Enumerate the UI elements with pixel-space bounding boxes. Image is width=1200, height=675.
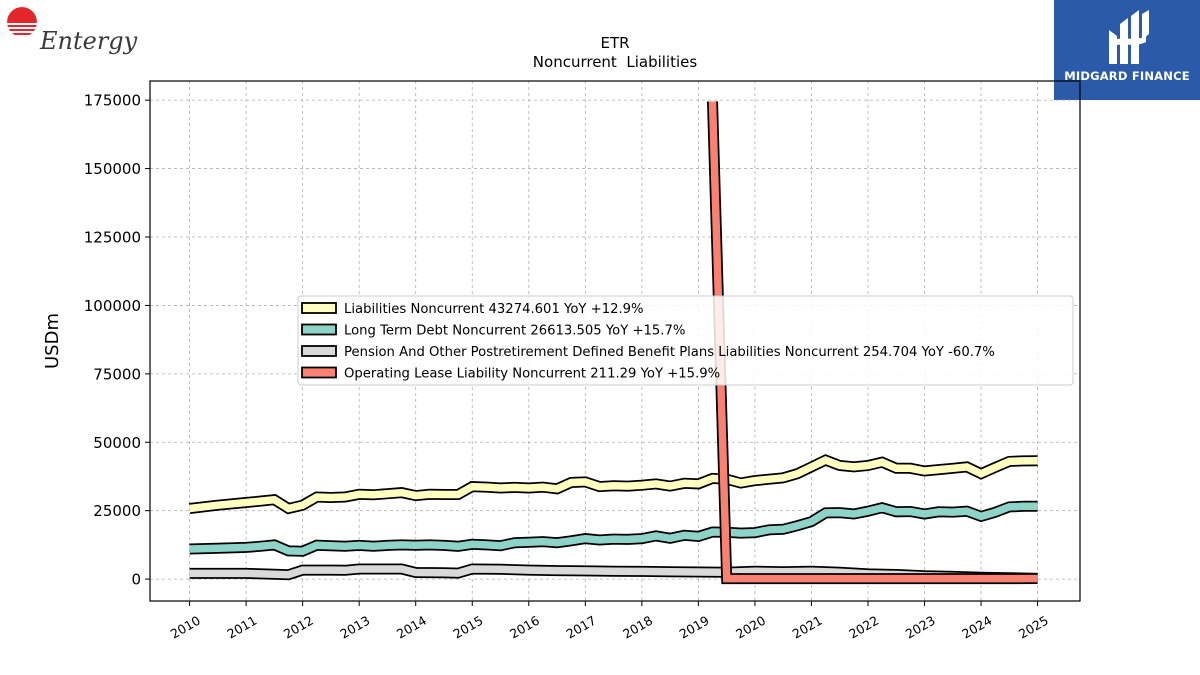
series-line-4: [707, 101, 1038, 585]
y-tick-label: 175000: [84, 92, 141, 110]
plot-area-frame: [149, 80, 1081, 602]
legend-swatch: [301, 366, 337, 379]
x-tick-label: 2015: [450, 613, 485, 642]
x-tick-label: 2018: [620, 613, 655, 642]
x-tick-label: 2022: [846, 613, 881, 642]
entergy-logo: Entergy: [7, 7, 138, 55]
legend-label: Pension And Other Postretirement Defined…: [344, 345, 995, 360]
x-tick-label: 2019: [677, 613, 712, 642]
x-tick-label: 2012: [281, 613, 316, 642]
x-tick-label: 2013: [337, 613, 372, 642]
midgard-emblem-icon: [1109, 10, 1149, 64]
entergy-logo-text: Entergy: [39, 27, 138, 55]
series-stroke: [708, 101, 1038, 583]
series-stroke: [189, 456, 1038, 513]
x-tick-label: 2020: [733, 613, 768, 642]
x-tick-label: 2024: [959, 613, 994, 642]
series-stroke: [189, 502, 1038, 555]
legend-swatch: [301, 345, 337, 357]
x-tick-label: 2011: [224, 613, 259, 642]
y-tick-label: 75000: [93, 365, 141, 383]
legend-label: Liabilities Noncurrent 43274.601 YoY +12…: [344, 302, 644, 317]
x-tick-label: 2021: [790, 613, 825, 642]
x-tick-label: 2023: [903, 613, 938, 642]
y-tick-label: 0: [131, 571, 141, 589]
legend-label: Operating Lease Liability Noncurrent 211…: [344, 367, 720, 382]
legend: Liabilities Noncurrent 43274.601 YoY +12…: [297, 295, 1074, 386]
chart-subtitle: Noncurrent Liabilities: [533, 53, 698, 71]
x-tick-label: 2025: [1016, 613, 1051, 642]
series-line-1: [188, 454, 1038, 515]
x-tick-label: 2014: [394, 613, 429, 642]
legend-swatch: [301, 323, 337, 336]
midgard-finance-label: MIDGARD FINANCE: [1064, 69, 1190, 83]
y-tick-label: 25000: [93, 502, 141, 520]
legend-swatch: [301, 302, 337, 314]
legend-box: [297, 295, 1074, 386]
x-tick-label: 2010: [168, 613, 203, 642]
y-tick-label: 50000: [93, 434, 141, 452]
x-tick-label: 2016: [507, 613, 542, 642]
x-tick-label: 2017: [564, 613, 599, 642]
midgard-finance-logo: MIDGARD FINANCE: [1054, 0, 1200, 100]
y-tick-label: 150000: [84, 160, 141, 178]
entergy-sun-icon: [7, 7, 37, 37]
y-tick-label: 125000: [84, 229, 141, 247]
series-line-2: [189, 500, 1038, 557]
y-axis-label: USDm: [42, 313, 63, 369]
chart-title: ETR: [600, 34, 629, 52]
legend-label: Long Term Debt Noncurrent 26613.505 YoY …: [344, 324, 685, 339]
y-tick-label: 100000: [84, 297, 141, 315]
